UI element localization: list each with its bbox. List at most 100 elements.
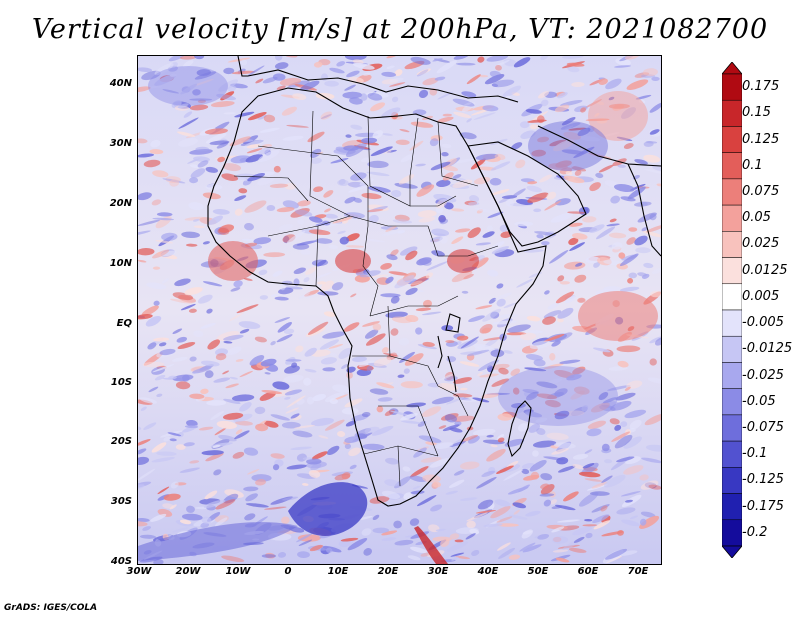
velocity-cell <box>184 216 206 221</box>
velocity-cell <box>326 547 333 554</box>
velocity-cell <box>367 92 383 101</box>
velocity-cell <box>317 291 339 296</box>
lat-tick-label: 30S <box>110 496 132 507</box>
velocity-cell <box>285 407 299 414</box>
velocity-cell <box>209 140 230 145</box>
velocity-cell <box>319 339 339 350</box>
velocity-cell <box>345 134 352 138</box>
velocity-cell <box>508 554 521 560</box>
velocity-cell <box>527 119 547 123</box>
velocity-cell <box>578 492 599 507</box>
velocity-cell <box>491 246 510 254</box>
velocity-cell <box>525 354 543 361</box>
velocity-cell <box>557 275 565 282</box>
velocity-cell <box>328 343 343 349</box>
velocity-cell <box>380 263 392 270</box>
velocity-cell <box>445 490 458 495</box>
velocity-cell <box>216 420 237 429</box>
velocity-cell <box>593 261 601 268</box>
colorbar-label: 0.1 <box>742 157 763 173</box>
velocity-cell <box>476 476 497 489</box>
velocity-cell <box>442 113 452 117</box>
velocity-cell <box>263 506 287 510</box>
velocity-cell <box>391 316 412 324</box>
lon-tick-label: 10W <box>225 566 251 577</box>
velocity-cell <box>285 359 302 362</box>
velocity-cell <box>168 56 187 62</box>
velocity-cell <box>512 387 520 395</box>
velocity-cell <box>223 334 244 341</box>
velocity-cell <box>337 179 349 187</box>
velocity-cell <box>644 413 661 426</box>
velocity-cell <box>410 121 434 128</box>
velocity-cell <box>239 370 253 378</box>
velocity-cell <box>260 358 277 367</box>
velocity-cell <box>150 139 161 148</box>
velocity-cell <box>530 471 540 480</box>
velocity-cell <box>189 104 209 111</box>
velocity-cell <box>361 528 372 536</box>
velocity-cell <box>359 270 381 278</box>
lon-tick-label: 20E <box>377 566 399 577</box>
velocity-cell <box>194 56 205 60</box>
velocity-cell <box>537 533 550 540</box>
colorbar <box>722 62 742 558</box>
velocity-cell <box>402 466 411 472</box>
velocity-cell <box>302 457 313 461</box>
velocity-cell <box>619 253 639 267</box>
velocity-cell <box>465 533 476 540</box>
velocity-cell <box>513 509 520 515</box>
velocity-cell <box>648 484 661 490</box>
velocity-cell <box>170 481 179 489</box>
velocity-cell <box>367 160 389 169</box>
velocity-cell <box>567 66 580 73</box>
velocity-cell <box>177 341 196 350</box>
velocity-cell <box>471 549 480 556</box>
velocity-cell <box>582 216 597 223</box>
velocity-cell <box>623 465 644 475</box>
velocity-cell <box>143 159 161 168</box>
velocity-cell <box>498 547 516 559</box>
velocity-cell <box>604 459 613 464</box>
velocity-cell <box>555 160 572 168</box>
velocity-cell <box>290 413 300 419</box>
velocity-cell <box>202 241 210 245</box>
velocity-cell <box>312 393 326 402</box>
velocity-cell <box>455 527 479 534</box>
velocity-cell <box>452 174 462 180</box>
velocity-cell <box>591 481 608 489</box>
velocity-cell <box>616 263 628 270</box>
velocity-cell <box>320 357 337 365</box>
lat-tick-label: 20N <box>109 198 132 209</box>
velocity-cell <box>467 349 490 357</box>
velocity-cell <box>381 490 401 500</box>
velocity-cell <box>372 527 390 534</box>
lon-tick-label: 40E <box>477 566 499 577</box>
velocity-cell <box>328 346 343 350</box>
velocity-cell <box>484 338 499 348</box>
velocity-cell <box>517 423 529 432</box>
velocity-cell <box>449 479 465 488</box>
velocity-cell <box>183 111 193 118</box>
velocity-cell <box>418 435 442 443</box>
velocity-cell <box>362 321 380 327</box>
velocity-cell <box>282 496 299 501</box>
velocity-cell <box>430 161 451 171</box>
velocity-cell <box>181 231 200 239</box>
velocity-cell <box>149 149 164 155</box>
colorbar-label: 0.025 <box>742 236 780 252</box>
velocity-cell <box>332 384 351 393</box>
velocity-cell <box>401 420 422 424</box>
velocity-cell <box>323 222 342 228</box>
velocity-cell <box>654 337 661 346</box>
velocity-cell <box>283 328 295 335</box>
velocity-cell <box>320 114 332 119</box>
colorbar-label: 0.075 <box>742 184 780 199</box>
velocity-cell <box>174 278 191 287</box>
velocity-cell <box>324 419 345 431</box>
colorbar-segment <box>722 178 742 206</box>
velocity-cell <box>142 361 165 368</box>
velocity-cell <box>261 389 283 395</box>
velocity-cell <box>618 550 638 556</box>
velocity-cell <box>330 157 349 164</box>
